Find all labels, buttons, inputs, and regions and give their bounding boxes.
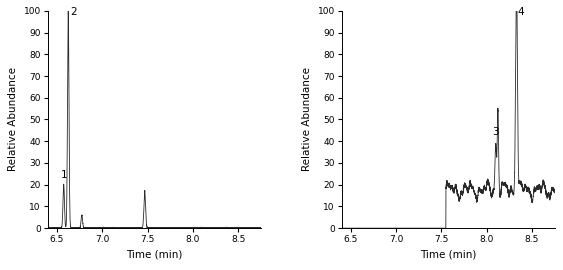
Text: 4: 4 [518,7,525,17]
Y-axis label: Relative Abundance: Relative Abundance [302,68,312,171]
X-axis label: Time (min): Time (min) [420,250,476,260]
Text: 3: 3 [493,127,499,137]
Text: 2: 2 [70,7,77,17]
Y-axis label: Relative Abundance: Relative Abundance [8,68,18,171]
X-axis label: Time (min): Time (min) [126,250,182,260]
Text: 1: 1 [61,170,67,180]
